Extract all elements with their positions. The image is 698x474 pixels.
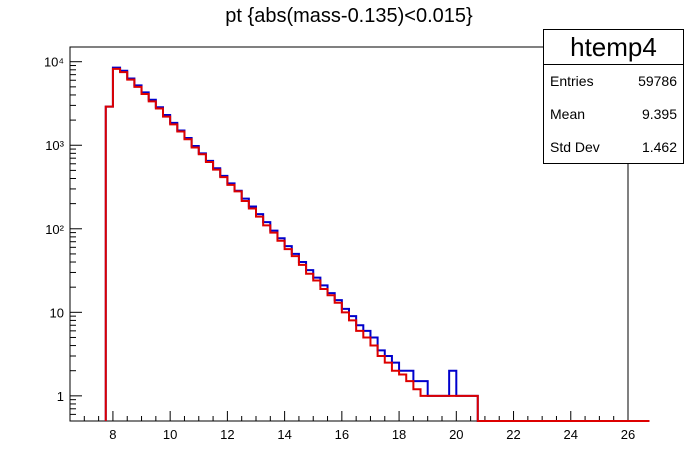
x-tick-label: 26 bbox=[621, 427, 635, 442]
stats-value: 9.395 bbox=[641, 106, 677, 122]
stats-label: Std Dev bbox=[550, 139, 600, 155]
stats-row-mean: Mean 9.395 bbox=[544, 98, 683, 131]
chart-title: pt {abs(mass-0.135)<0.015} bbox=[225, 5, 473, 27]
x-tick-label: 16 bbox=[335, 427, 349, 442]
axis-ticks: 8 10 12 14 16 18 20 22 24 26 1 10 10² 10³ 10⁴ bbox=[44, 55, 635, 442]
stats-value: 59786 bbox=[638, 73, 677, 89]
plot-frame bbox=[69, 46, 629, 422]
x-tick-label: 12 bbox=[220, 427, 234, 442]
stats-title: htemp4 bbox=[544, 30, 683, 65]
x-tick-label: 22 bbox=[506, 427, 520, 442]
y-tick-label: 10 bbox=[50, 305, 64, 320]
x-tick-label: 10 bbox=[163, 427, 177, 442]
stats-row-entries: Entries 59786 bbox=[544, 65, 683, 98]
histogram-line bbox=[104, 67, 650, 422]
x-tick-label: 14 bbox=[277, 427, 291, 442]
x-tick-label: 24 bbox=[564, 427, 578, 442]
histogram-series bbox=[104, 66, 650, 422]
y-tick-label: 1 bbox=[57, 389, 64, 404]
stats-label: Entries bbox=[550, 73, 594, 89]
y-tick-label: 10⁴ bbox=[44, 55, 64, 70]
stats-label: Mean bbox=[550, 106, 586, 122]
stats-value: 1.462 bbox=[641, 139, 677, 155]
y-tick-label: 10³ bbox=[45, 138, 64, 153]
stats-box: htemp4 Entries 59786 Mean 9.395 Std Dev … bbox=[543, 29, 684, 164]
x-tick-label: 20 bbox=[449, 427, 463, 442]
x-tick-label: 18 bbox=[392, 427, 406, 442]
stats-row-stddev: Std Dev 1.462 bbox=[544, 131, 683, 164]
x-tick-label: 8 bbox=[109, 427, 116, 442]
y-tick-label: 10² bbox=[45, 222, 64, 237]
